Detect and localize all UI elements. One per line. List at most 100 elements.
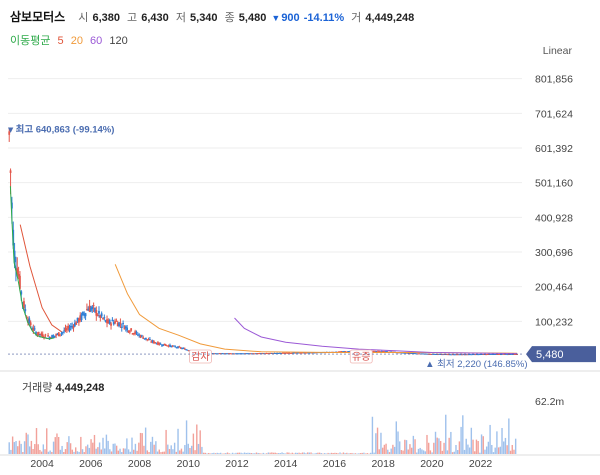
volume-bar <box>460 426 462 454</box>
candle <box>481 353 484 355</box>
volume-bar <box>107 440 109 454</box>
volume-bar <box>470 427 473 454</box>
volume-bar <box>366 453 369 454</box>
volume-bar <box>283 453 285 454</box>
candle <box>418 353 421 355</box>
candle <box>240 353 242 355</box>
volume-bar <box>139 432 142 454</box>
volume-bar <box>439 440 442 454</box>
candle <box>501 353 504 355</box>
candle <box>256 353 258 355</box>
candle <box>139 335 142 338</box>
volume-bar <box>80 436 82 454</box>
candle <box>261 353 264 355</box>
ma-60[interactable]: 60 <box>90 35 103 47</box>
candle <box>65 328 68 330</box>
volume-bar <box>300 453 302 454</box>
candle <box>408 353 411 355</box>
volume-bar <box>383 444 386 454</box>
volume-bar <box>504 437 507 454</box>
candle <box>27 319 29 323</box>
volume-bar <box>85 446 87 454</box>
scale-toggle[interactable]: Linear <box>542 45 572 57</box>
candle <box>248 353 250 355</box>
volume-bar <box>199 430 201 454</box>
candle <box>106 319 108 324</box>
moving-average-legend: 이동평균 5 20 60 120 <box>10 32 132 48</box>
candle <box>246 353 249 355</box>
candle <box>286 352 289 354</box>
candle <box>13 250 16 263</box>
ma-120[interactable]: 120 <box>109 35 128 47</box>
candle <box>169 344 171 347</box>
volume-bar <box>146 450 149 454</box>
volume-bar <box>189 447 191 454</box>
volume-bar <box>458 441 461 454</box>
volume-legend-label: 거래량 <box>22 382 53 394</box>
volume-bar <box>28 446 31 454</box>
volume-bar <box>390 448 392 454</box>
candle <box>151 340 154 342</box>
volume-bar <box>499 446 502 454</box>
x-tick-label: 2016 <box>323 458 347 470</box>
volume-bar <box>131 437 133 454</box>
candle <box>19 275 21 289</box>
change-pct: -14.11% <box>303 12 345 24</box>
candle <box>486 353 489 355</box>
volume-bar <box>323 453 326 454</box>
candle <box>282 352 285 354</box>
volume-bar <box>11 436 14 454</box>
candle <box>91 306 94 310</box>
ma-20[interactable]: 20 <box>70 35 83 47</box>
volume-bar <box>393 446 396 454</box>
open-label: 시 <box>78 12 89 24</box>
candle <box>138 334 141 336</box>
low-value: 5,340 <box>190 12 218 24</box>
candle <box>500 354 502 356</box>
ma-5[interactable]: 5 <box>57 35 64 47</box>
volume-bar <box>392 444 394 454</box>
y-tick-label: 601,392 <box>535 143 573 155</box>
candle <box>465 354 467 356</box>
candle <box>211 353 214 355</box>
volume-bar <box>301 452 304 454</box>
candle <box>16 268 19 275</box>
candle <box>110 323 112 326</box>
candle <box>166 345 169 347</box>
volume-bar <box>226 452 229 454</box>
volume-bar <box>155 441 157 454</box>
x-tick-label: 2010 <box>177 458 201 470</box>
volume-bar <box>211 453 213 454</box>
candle <box>33 328 36 330</box>
current-price-tag <box>526 346 596 363</box>
volume-bar <box>78 451 80 454</box>
volume-bar <box>136 450 138 454</box>
candle <box>47 335 49 337</box>
volume-bar <box>184 445 186 454</box>
candle <box>114 321 116 324</box>
volume-bar <box>467 444 469 454</box>
volume-bar <box>197 443 200 454</box>
candle <box>241 353 244 355</box>
volume-bar <box>344 453 346 454</box>
candle <box>174 346 177 348</box>
candle <box>447 354 450 356</box>
candle <box>457 354 459 356</box>
volume-bar <box>13 442 16 454</box>
candle <box>20 291 23 295</box>
event-marker: 감자 <box>191 351 209 363</box>
volume-bar <box>342 452 345 454</box>
x-tick-label: 2020 <box>420 458 444 470</box>
candle <box>516 354 518 356</box>
candle <box>238 353 241 355</box>
candle <box>165 344 167 346</box>
candle <box>92 305 95 307</box>
volume-bar <box>291 452 293 454</box>
volume-bar <box>49 450 51 454</box>
volume-bar <box>213 452 215 454</box>
candle <box>214 353 217 355</box>
volume-bar <box>281 452 283 454</box>
volume-bar <box>150 441 152 454</box>
volume-bar <box>177 428 179 454</box>
